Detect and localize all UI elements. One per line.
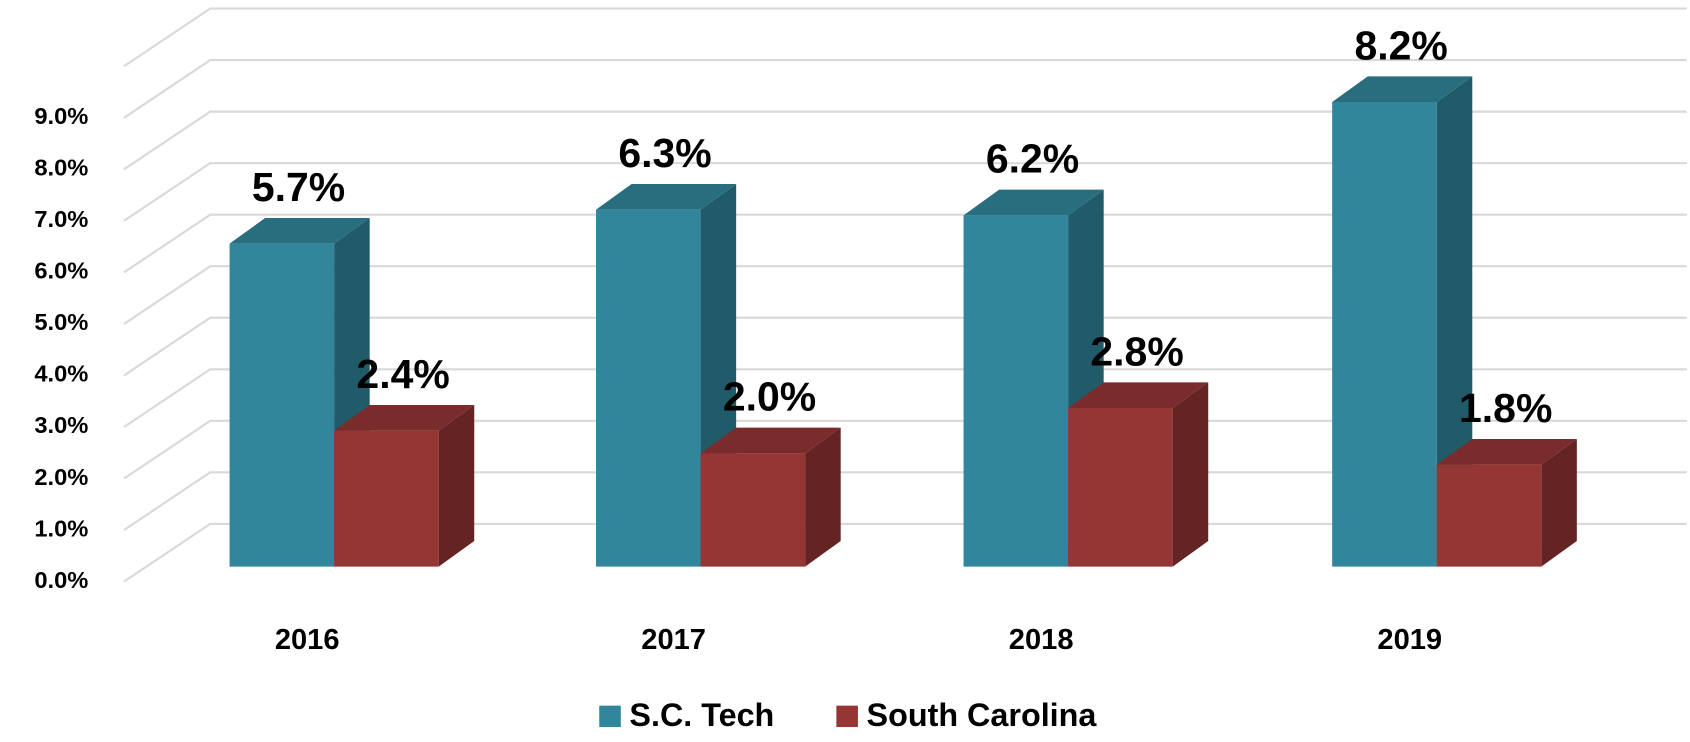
grid-line <box>123 110 1687 171</box>
bar-front <box>1436 464 1542 567</box>
bar-front <box>596 209 701 567</box>
bar <box>334 404 475 567</box>
y-tick-label: 6.0% <box>34 259 88 285</box>
bar-top <box>1332 76 1473 102</box>
grid-line <box>123 368 1687 428</box>
bar-front <box>700 453 806 567</box>
y-tick-label: 5.0% <box>34 310 88 336</box>
y-tick-label: 0.0% <box>34 568 88 594</box>
grid-line <box>123 162 1687 222</box>
bar-top <box>229 218 370 244</box>
grid-line <box>123 316 1687 377</box>
value-label: 8.2% <box>1354 22 1447 68</box>
legend-label: South Carolina <box>867 697 1098 733</box>
bar <box>1068 382 1209 567</box>
y-tick-label: 7.0% <box>34 207 88 233</box>
y-tick-label: 4.0% <box>34 362 88 388</box>
x-tick-label: 2018 <box>1009 624 1074 656</box>
bar-top <box>1436 438 1577 465</box>
grid-line <box>123 213 1687 274</box>
y-tick-label: 1.0% <box>34 516 88 542</box>
bar-top <box>700 427 841 454</box>
bar-top <box>596 184 737 210</box>
y-tick-label: 8.0% <box>34 156 88 182</box>
y-tick-label: 9.0% <box>34 104 88 130</box>
bar-side <box>1541 438 1577 567</box>
bar <box>700 427 841 567</box>
legend-label: S.C. Tech <box>629 697 774 733</box>
bar-front <box>229 243 335 567</box>
legend-swatch <box>599 705 621 728</box>
value-label: 2.8% <box>1090 328 1183 374</box>
bar-side <box>438 404 475 567</box>
value-label: 2.4% <box>356 351 449 397</box>
value-label: 2.0% <box>723 374 816 420</box>
grid-line <box>123 265 1687 325</box>
value-label: 1.8% <box>1459 385 1552 431</box>
bar-side <box>1436 76 1473 567</box>
y-tick-label: 3.0% <box>34 413 88 439</box>
bar <box>1332 76 1473 567</box>
grid-line <box>123 7 1687 68</box>
x-tick-label: 2019 <box>1377 624 1442 656</box>
legend-swatch <box>836 705 858 728</box>
value-label: 6.2% <box>986 136 1079 182</box>
value-label: 5.7% <box>252 164 345 210</box>
y-tick-label: 2.0% <box>34 465 88 491</box>
bar-side <box>1172 382 1209 567</box>
x-tick-label: 2017 <box>641 624 706 656</box>
bar-side <box>805 427 841 567</box>
bar-front <box>1332 101 1437 567</box>
bar <box>1436 438 1577 567</box>
grid-line <box>123 59 1687 119</box>
bar-front <box>1068 407 1173 567</box>
x-tick-label: 2016 <box>275 624 340 656</box>
bar-front <box>963 215 1069 567</box>
bar-front <box>334 430 439 567</box>
bar-top <box>334 404 475 431</box>
value-label: 6.3% <box>618 130 711 176</box>
bar-top <box>1068 382 1209 408</box>
bar-top <box>963 189 1104 216</box>
